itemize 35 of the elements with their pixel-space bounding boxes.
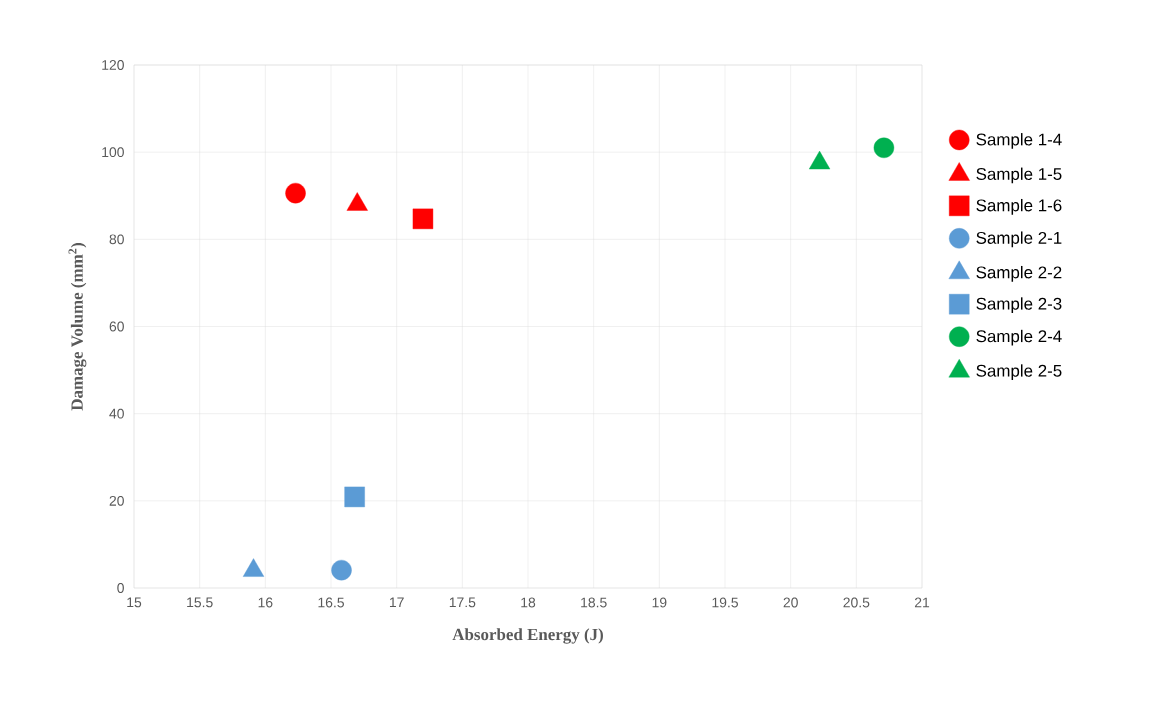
point (412, 208, 434, 230)
legend-label: Sample 1-6 (976, 198, 1062, 215)
y-tick-label: 60 (109, 321, 124, 332)
y-tick-label: 0 (117, 583, 124, 593)
legend-label: Sample 1-5 (976, 167, 1062, 184)
x-tick-label: 20.5 (843, 597, 870, 608)
y-tick-label: 120 (102, 60, 124, 70)
x-tick-label: 19 (652, 597, 667, 608)
x-tick-label: 18.5 (581, 597, 607, 608)
y-tick-label: 20 (109, 495, 124, 506)
legend-label: Sample 1-4 (976, 133, 1062, 149)
point (344, 486, 365, 508)
point (873, 137, 895, 158)
x-tick-label: 19.5 (712, 597, 738, 608)
y-tick-label: 80 (109, 234, 124, 245)
x-tick-label: 18 (521, 597, 536, 608)
x-tick-label: 17 (389, 597, 404, 608)
y-axis-title: Damage Volume (mm$^{2}$) (68, 242, 87, 411)
x-tick-label: 20 (783, 597, 798, 608)
point (331, 559, 352, 581)
x-tick-label: 15 (127, 597, 142, 608)
y-tick-label: 40 (109, 408, 124, 419)
legend-label: Sample 2-2 (976, 265, 1062, 282)
legend-label: Sample 2-3 (976, 297, 1062, 314)
x-tick-label: 15.5 (187, 597, 213, 608)
x-tick-label: 16.5 (318, 597, 344, 608)
point (285, 182, 306, 204)
x-axis-title: Absorbed Energy (J) (452, 628, 603, 644)
x-tick-label: 17.5 (449, 597, 476, 608)
legend-label: Sample 2-4 (976, 329, 1062, 346)
legend-label: Sample 2-5 (976, 364, 1062, 381)
y-tick-label: 100 (102, 147, 124, 158)
legend-label: Sample 2-1 (976, 231, 1062, 248)
x-tick-label: 16 (258, 597, 273, 608)
x-tick-label: 21 (914, 597, 930, 608)
